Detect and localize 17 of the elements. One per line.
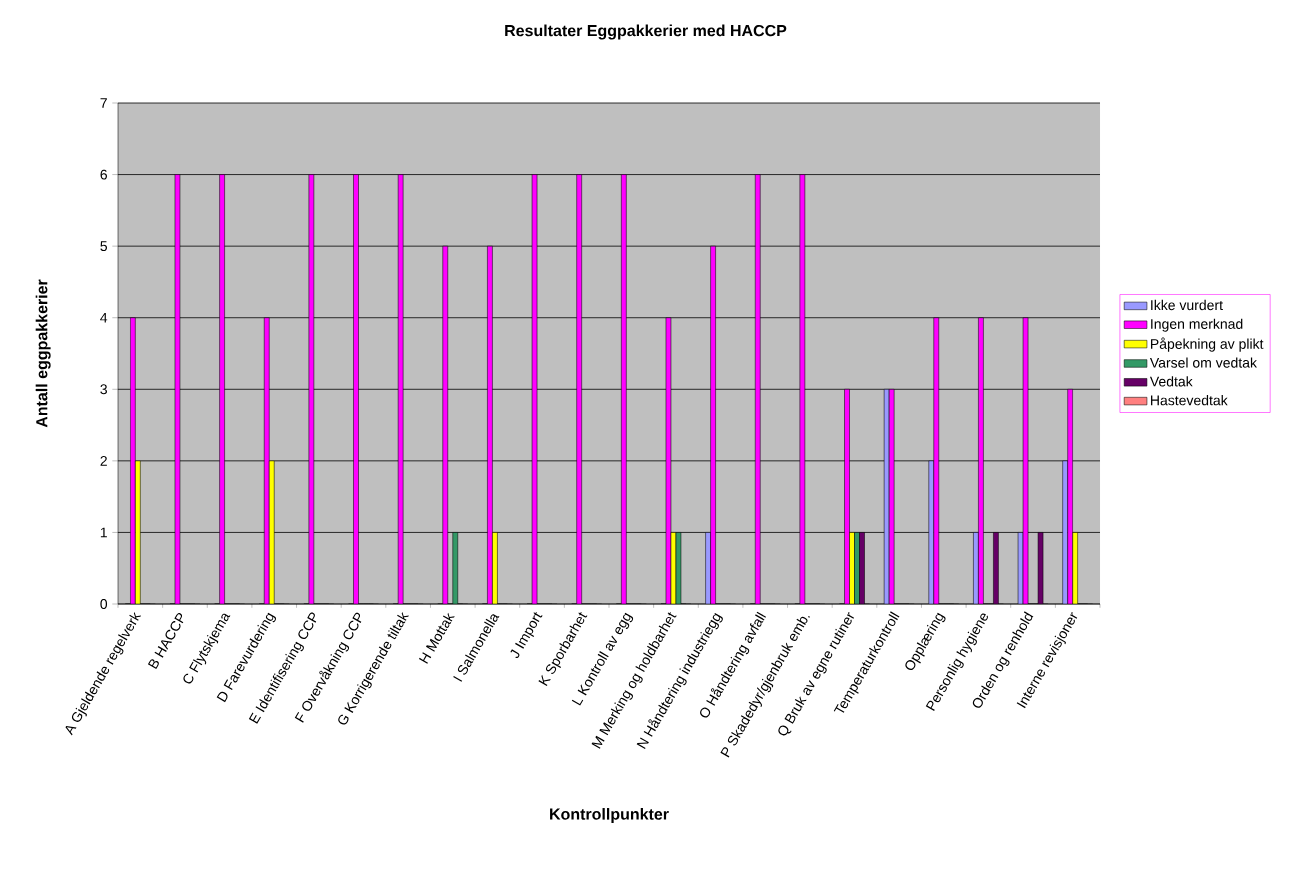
legend-label: Ikke vurdert <box>1151 299 1223 311</box>
legend-label: Varsel om vedtak <box>1149 357 1257 368</box>
y-axis-title: Antall eggpakkerier <box>35 279 51 428</box>
chart-title: Resultater Eggpakkerier med HACCP <box>505 24 787 40</box>
legend-label: Påpekning av plikt <box>1151 337 1264 352</box>
y-tick-label: 6 <box>100 169 107 180</box>
y-tick-label: 5 <box>100 241 108 252</box>
legend-label: Ingen merknad <box>1151 318 1243 332</box>
y-tick-label: 0 <box>100 599 108 609</box>
legend-label: Vedtak <box>1149 376 1193 387</box>
y-tick-label: 7 <box>100 98 107 108</box>
y-tick-label: 2 <box>100 455 107 466</box>
y-tick-label: 3 <box>100 384 107 395</box>
y-tick-label: 1 <box>100 527 107 538</box>
x-axis-title: Kontrollpunkter <box>550 808 669 823</box>
legend-label: Hastevedtak <box>1151 395 1228 406</box>
y-tick-label: 4 <box>100 312 108 323</box>
